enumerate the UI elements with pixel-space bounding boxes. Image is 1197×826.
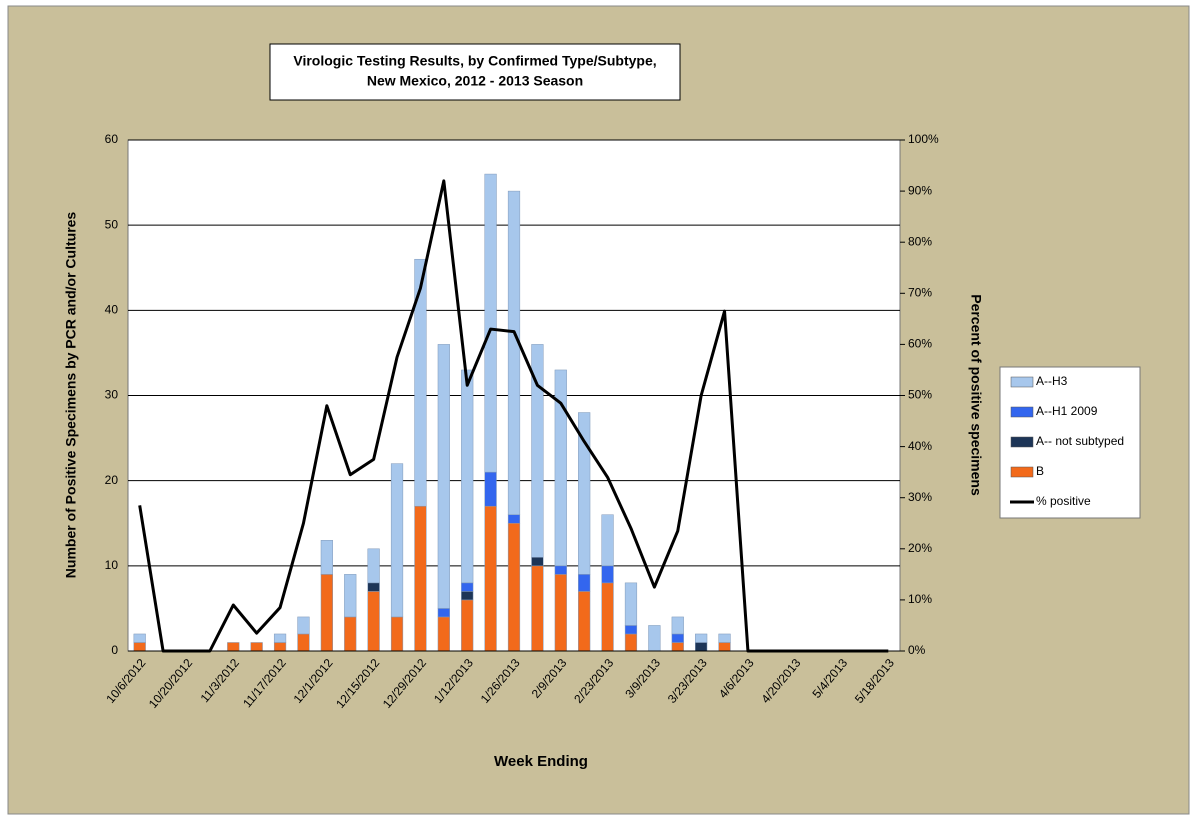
bar-segment [601,582,614,652]
bar-segment [578,412,591,575]
bar-segment [133,642,146,652]
bar-segment [484,505,497,652]
y2-tick-label: 0% [908,643,926,657]
y-tick-label: 20 [105,473,119,487]
y-tick-label: 40 [105,303,119,317]
bar-segment [297,616,310,635]
legend-swatch [1010,436,1034,448]
bar-segment [344,574,357,618]
bar-segment [367,582,380,592]
bar-segment [414,505,427,652]
legend-swatch [1010,406,1034,418]
bar-segment [227,642,240,652]
bar-segment [273,642,287,652]
bar-segment [320,540,333,575]
chart-subtitle: New Mexico, 2012 - 2013 Season [367,73,583,89]
bar-segment [578,574,591,592]
bar-segment [367,548,380,584]
bar-segment [437,608,450,618]
y-tick-label: 30 [105,388,119,402]
bar-segment [461,599,474,652]
legend-label: % positive [1036,494,1091,508]
bar-segment [554,369,567,567]
bar-segment [624,625,638,635]
bar-segment [344,616,357,652]
y-tick-label: 60 [105,132,119,146]
bar-segment [671,616,684,635]
bar-segment [414,258,427,507]
bar-segment [695,642,708,652]
bar-segment [484,471,497,507]
y2-tick-label: 90% [908,183,932,197]
bar-segment [531,344,544,558]
y2-tick-label: 10% [908,592,932,606]
legend-swatch [1010,376,1034,388]
bar-segment [695,633,708,643]
bar-segment [507,523,521,652]
bar-segment [718,633,731,643]
y2-tick-label: 50% [908,388,932,402]
bar-segment [461,369,474,584]
legend-label: A-- not subtyped [1036,434,1124,448]
bar-segment [484,173,497,473]
title-box [269,43,681,101]
y2-axis-label: Percent of positive specimens [968,294,984,496]
bar-segment [437,616,450,652]
bar-segment [507,514,521,524]
bar-segment [507,190,521,515]
bar-segment [367,591,380,652]
bar-segment [671,633,684,643]
y-tick-label: 0 [111,643,118,657]
bar-segment [297,633,310,652]
bar-segment [320,574,333,652]
y2-tick-label: 70% [908,285,932,299]
bar-segment [718,642,731,652]
legend-label: A--H1 2009 [1036,404,1098,418]
bar-segment [648,625,661,652]
y2-tick-label: 100% [908,132,939,146]
bar-segment [437,344,450,609]
bar-segment [133,633,146,643]
y2-tick-label: 80% [908,234,932,248]
bar-segment [390,463,404,618]
y2-tick-label: 60% [908,337,932,351]
legend-label: B [1036,464,1044,478]
bar-segment [250,642,263,652]
bar-segment [531,557,544,567]
y2-tick-label: 30% [908,490,932,504]
legend-label: A--H3 [1036,374,1068,388]
bar-segment [554,574,567,652]
bar-segment [601,565,614,584]
y-tick-label: 10 [105,558,119,572]
bar-segment [624,582,638,626]
y-tick-label: 50 [105,217,119,231]
bar-segment [554,565,567,575]
y2-tick-label: 20% [908,541,932,555]
bar-segment [531,565,544,652]
bar-segment [671,642,684,652]
bar-segment [461,591,474,601]
bar-segment [390,616,404,652]
bar-segment [578,591,591,652]
y-axis-label: Number of Positive Specimens by PCR and/… [63,212,79,579]
legend-swatch [1010,466,1034,478]
bar-segment [461,582,474,592]
bar-segment [624,633,638,652]
y2-tick-label: 40% [908,439,932,453]
bar-segment [601,514,614,567]
x-axis-label: Week Ending [494,753,588,770]
bar-segment [273,633,287,643]
chart-title: Virologic Testing Results, by Confirmed … [293,53,656,69]
